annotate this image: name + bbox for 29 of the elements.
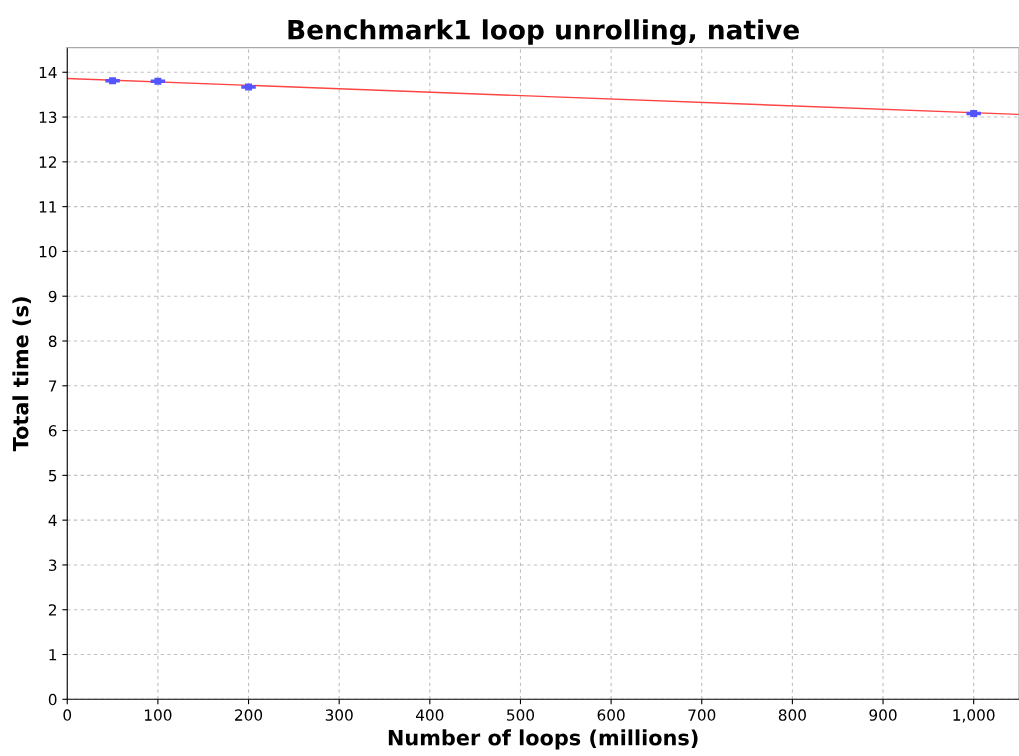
y-tick-label: 7 <box>49 380 57 392</box>
x-tick-label: 100 <box>144 709 172 721</box>
x-tick-label: 800 <box>778 709 806 721</box>
x-tick-label: 0 <box>63 709 72 721</box>
y-tick-label: 2 <box>48 604 56 616</box>
y-tick-label: 13 <box>39 111 57 124</box>
y-tick-label: 14 <box>39 66 57 79</box>
x-tick-label: 500 <box>507 709 535 721</box>
x-tick-label: 900 <box>869 709 897 721</box>
y-tick-label: 5 <box>48 470 57 482</box>
y-axis-title: Total time (s) <box>12 297 31 452</box>
y-tick-label: 11 <box>39 201 57 213</box>
y-tick-label: 8 <box>48 335 57 348</box>
x-tick-label: 400 <box>415 709 444 721</box>
chart-title: Benchmark1 loop unrolling, native <box>288 19 799 45</box>
x-tick-label: 300 <box>325 709 353 721</box>
x-tick-label: 700 <box>688 709 716 721</box>
x-axis-title: Number of loops (millions) <box>388 729 698 750</box>
y-tick-label: 9 <box>48 290 57 303</box>
x-tick-label: 1,000 <box>953 709 995 723</box>
y-tick-label: 0 <box>48 693 57 706</box>
x-tick-label: 600 <box>597 709 625 721</box>
y-tick-label: 6 <box>48 425 57 437</box>
y-tick-label: 12 <box>39 156 56 168</box>
y-tick-label: 3 <box>48 559 57 571</box>
y-tick-label: 1 <box>49 649 57 661</box>
y-tick-label: 10 <box>39 245 57 258</box>
x-tick-label: 200 <box>235 709 263 721</box>
y-tick-label: 4 <box>48 514 57 526</box>
